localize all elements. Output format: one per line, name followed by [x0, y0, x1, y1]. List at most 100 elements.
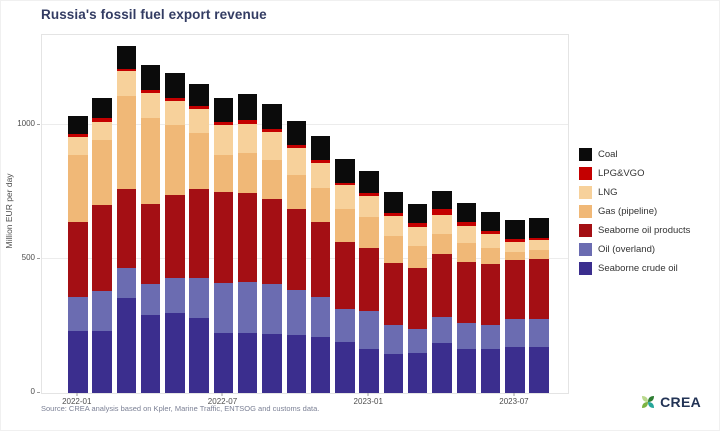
x-tick-mark — [367, 393, 369, 396]
segment-oil-overland — [92, 291, 112, 332]
segment-oil-overland — [213, 283, 234, 333]
bar-2023-08 — [529, 217, 549, 393]
segment-coal — [407, 204, 428, 223]
segment-coal — [92, 98, 112, 119]
segment-gas-pipeline — [116, 95, 137, 190]
segment-lng — [529, 240, 549, 250]
segment-lpg-vgo — [165, 98, 185, 101]
crea-logo-text: CREA — [660, 394, 701, 410]
legend-swatch — [579, 167, 592, 180]
segment-seaborne-oil-products — [262, 198, 282, 285]
segment-coal — [310, 135, 331, 160]
segment-lpg-vgo — [505, 238, 525, 242]
segment-oil-overland — [286, 289, 307, 336]
segment-lpg-vgo — [456, 221, 476, 226]
source-note: Source: CREA analysis based on Kpler, Ma… — [41, 404, 320, 413]
plot-area — [41, 34, 569, 394]
segment-lng — [165, 100, 185, 126]
segment-lng — [189, 108, 209, 134]
legend-item-lpg-vgo: LPG&VGO — [579, 167, 690, 180]
segment-lng — [335, 185, 355, 210]
segment-oil-overland — [140, 284, 161, 316]
segment-lpg-vgo — [286, 145, 307, 148]
segment-coal — [237, 94, 258, 120]
legend-swatch — [579, 243, 592, 256]
segment-seaborne-oil-products — [140, 204, 161, 285]
segment-lpg-vgo — [359, 193, 379, 197]
segment-lng — [432, 214, 452, 234]
segment-seaborne-crude-oil — [432, 343, 452, 393]
segment-coal — [165, 72, 185, 99]
segment-seaborne-crude-oil — [529, 347, 549, 393]
segment-gas-pipeline — [310, 188, 331, 222]
segment-seaborne-oil-products — [407, 268, 428, 329]
segment-coal — [359, 170, 379, 194]
legend-item-coal: Coal — [579, 148, 690, 161]
segment-oil-overland — [116, 268, 137, 298]
segment-lng — [359, 196, 379, 218]
segment-oil-overland — [383, 324, 404, 355]
segment-seaborne-oil-products — [213, 192, 234, 284]
legend-swatch — [579, 224, 592, 237]
segment-seaborne-oil-products — [359, 248, 379, 312]
segment-seaborne-crude-oil — [68, 331, 88, 393]
x-tick-mark — [76, 393, 78, 396]
bar-2022-09 — [262, 103, 282, 393]
x-tick-mark — [513, 393, 515, 396]
x-tick-label-2023-07: 2023-07 — [499, 397, 529, 406]
segment-coal — [262, 103, 282, 130]
y-tick-mark — [37, 124, 40, 125]
segment-gas-pipeline — [335, 209, 355, 242]
bar-2023-06 — [480, 212, 501, 393]
legend-label: Gas (pipeline) — [598, 206, 658, 217]
segment-seaborne-crude-oil — [505, 347, 525, 393]
segment-seaborne-oil-products — [432, 253, 452, 317]
bars-layer — [42, 35, 568, 393]
segment-seaborne-crude-oil — [456, 348, 476, 393]
legend-item-gas-pipeline: Gas (pipeline) — [579, 205, 690, 218]
legend-item-seaborne-crude-oil: Seaborne crude oil — [579, 262, 690, 275]
x-tick-mark — [221, 393, 223, 396]
segment-coal — [68, 115, 88, 135]
bar-2022-10 — [286, 121, 307, 393]
segment-seaborne-crude-oil — [480, 348, 501, 393]
segment-seaborne-oil-products — [116, 189, 137, 269]
segment-gas-pipeline — [432, 233, 452, 254]
crea-logo: CREA — [640, 394, 701, 410]
segment-oil-overland — [529, 319, 549, 348]
segment-coal — [432, 190, 452, 210]
segment-seaborne-oil-products — [189, 189, 209, 278]
segment-oil-overland — [68, 296, 88, 332]
segment-seaborne-oil-products — [456, 261, 476, 324]
y-tick-label-1000: 1000 — [17, 119, 35, 128]
segment-gas-pipeline — [286, 174, 307, 210]
segment-lng — [116, 71, 137, 96]
segment-seaborne-crude-oil — [262, 334, 282, 393]
segment-lng — [310, 162, 331, 189]
x-tick-label-2022-07: 2022-07 — [207, 397, 238, 406]
segment-gas-pipeline — [237, 153, 258, 194]
segment-lng — [213, 125, 234, 155]
segment-oil-overland — [237, 281, 258, 333]
bar-2022-06 — [189, 83, 209, 393]
legend-swatch — [579, 262, 592, 275]
segment-lng — [505, 241, 525, 253]
legend-label: LNG — [598, 187, 618, 198]
segment-gas-pipeline — [383, 236, 404, 264]
segment-coal — [213, 98, 234, 123]
segment-oil-overland — [335, 308, 355, 343]
segment-oil-overland — [310, 296, 331, 337]
segment-coal — [383, 192, 404, 214]
chart-title: Russia's fossil fuel export revenue — [41, 7, 267, 22]
legend-swatch — [579, 186, 592, 199]
segment-lng — [456, 225, 476, 243]
segment-gas-pipeline — [68, 154, 88, 222]
segment-coal — [189, 83, 209, 107]
segment-oil-overland — [505, 319, 525, 348]
bar-2023-05 — [456, 202, 476, 393]
segment-lng — [286, 147, 307, 175]
segment-seaborne-oil-products — [480, 264, 501, 325]
x-tick-label-2023-01: 2023-01 — [353, 397, 383, 406]
x-tick-label-2022-01: 2022-01 — [62, 397, 92, 406]
segment-seaborne-oil-products — [165, 194, 185, 278]
